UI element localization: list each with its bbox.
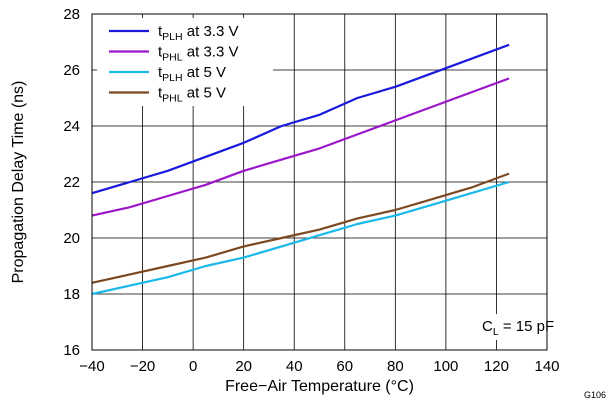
y-tick-label: 26 [63, 62, 80, 79]
x-tick-label: 40 [286, 358, 303, 375]
x-tick-label: 20 [235, 358, 252, 375]
y-tick-label: 22 [63, 174, 80, 191]
legend-label: tPLH at 3.3 V [158, 23, 238, 43]
y-tick-label: 28 [63, 6, 80, 23]
y-tick-label: 24 [63, 118, 80, 135]
series-line-3 [91, 180, 510, 296]
legend-label: tPLH at 5 V [158, 64, 226, 84]
x-tick-label: 80 [387, 358, 404, 375]
series-line-2 [91, 77, 510, 217]
legend-label: tPHL at 5 V [158, 85, 226, 105]
plot-frame [91, 13, 548, 351]
figure-id: G106 [584, 390, 606, 400]
load-capacitance-note-box [476, 314, 546, 340]
series-line-4 [91, 172, 510, 284]
x-tick-labels: −40 −20 0 20 40 60 80 100 120 140 [79, 358, 559, 375]
load-capacitance-note: CL = 15 pF [482, 318, 554, 338]
series-line-1 [91, 43, 510, 195]
legend-background [97, 18, 273, 106]
legend-label: tPHL at 3.3 V [158, 44, 238, 64]
y-axis-title: Propagation Delay Time (ns) [10, 81, 27, 284]
x-axis-title: Free−Air Temperature (°C) [225, 378, 414, 395]
y-tick-label: 20 [63, 230, 80, 247]
x-tick-label: 100 [433, 358, 458, 375]
x-tick-label: −20 [130, 358, 155, 375]
x-tick-label: −40 [79, 358, 104, 375]
x-tick-label: 0 [189, 358, 197, 375]
series-lines [91, 43, 510, 296]
x-tick-label: 120 [484, 358, 509, 375]
x-tick-label: 140 [534, 358, 559, 375]
x-tick-label: 60 [336, 358, 353, 375]
y-tick-label: 18 [63, 286, 80, 303]
y-tick-label: 16 [63, 342, 80, 359]
y-tick-labels: 16 18 20 22 24 26 28 [63, 6, 80, 359]
